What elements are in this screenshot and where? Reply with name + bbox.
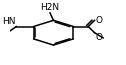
Text: O: O (96, 16, 103, 25)
Text: HN: HN (2, 17, 16, 26)
Text: O: O (96, 33, 102, 42)
Text: H2N: H2N (40, 3, 59, 12)
